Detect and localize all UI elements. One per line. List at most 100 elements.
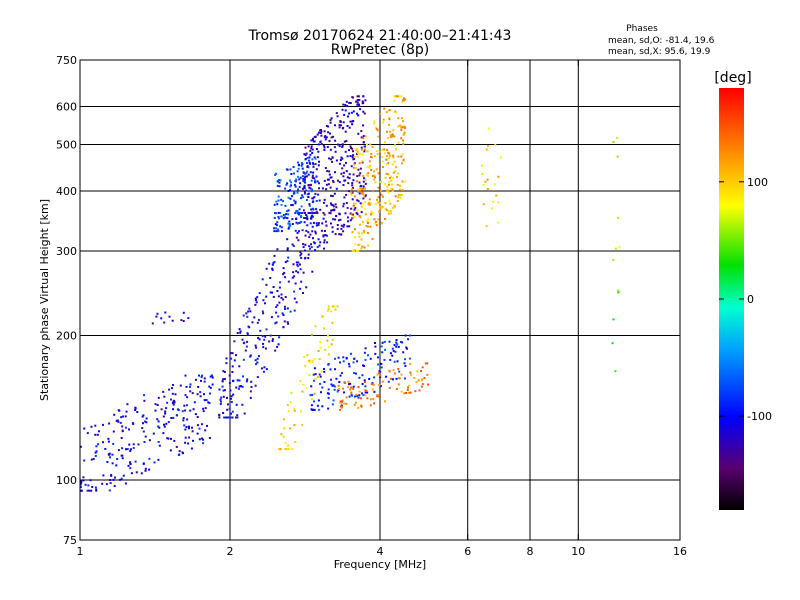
scatter-point [362,95,365,98]
scatter-point [341,399,344,402]
scatter-point [379,370,382,373]
scatter-point [310,243,312,246]
scatter-point [494,143,497,146]
scatter-point [122,474,125,477]
scatter-point [323,241,326,244]
scatter-point [416,370,419,373]
scatter-point [282,435,285,438]
scatter-point [373,120,376,123]
scatter-point [284,261,287,264]
scatter-point [327,183,330,186]
scatter-point [241,403,244,406]
scatter-point [297,167,300,170]
scatter-point [277,199,280,202]
scatter-point [380,362,383,365]
scatter-point [285,210,288,213]
scatter-point [311,158,314,161]
scatter-point [327,125,330,128]
scatter-point [165,407,168,410]
scatter-point [255,346,258,349]
scatter-point [409,391,412,394]
scatter-point [156,418,159,421]
scatter-point [300,214,303,217]
scatter-point [349,120,352,123]
scatter-point [141,427,144,430]
scatter-point [395,341,398,344]
scatter-point [297,175,299,178]
scatter-point [344,130,347,133]
scatter-point [369,357,372,360]
scatter-point [401,188,404,191]
scatter-point [379,374,382,377]
scatter-point [354,243,357,246]
scatter-point [308,203,311,206]
scatter-point [306,162,308,164]
scatter-point [255,363,257,366]
scatter-point [310,190,313,193]
scatter-point [325,125,328,127]
scatter-point [298,163,300,166]
scatter-point [389,352,392,355]
scatter-point [393,95,396,98]
scatter-point [225,416,228,419]
scatter-point [301,167,304,170]
scatter-point [377,363,379,366]
scatter-point [305,214,308,216]
scatter-point [300,257,303,259]
scatter-point [193,401,196,404]
scatter-point [223,371,226,373]
scatter-point [346,225,349,228]
scatter-point [343,402,346,405]
scatter-point [402,158,405,161]
scatter-point [262,312,265,315]
scatter-point [298,178,301,181]
scatter-point [392,156,395,159]
x-tick-labels: 1 2 4 6 8 10 16 [77,545,688,558]
scatter-point [130,472,133,475]
scatter-point [162,390,165,393]
scatter-point [144,467,147,470]
scatter-point [304,212,306,214]
scatter-point [271,268,274,271]
scatter-point [358,223,361,226]
scatter-point [314,325,317,328]
scatter-point [106,461,109,463]
scatter-point [356,209,359,212]
scatter-point [388,180,391,183]
scatter-point [293,192,296,195]
scatter-point [402,120,404,123]
scatter-point [308,245,311,248]
scatter-point [318,131,320,134]
scatter-point [393,360,396,363]
scatter-point [107,437,110,440]
scatter-point [316,180,319,183]
scatter-point [397,117,400,120]
scatter-point [288,448,290,451]
scatter-point [192,408,195,411]
scatter-point [340,172,343,175]
scatter-point [296,170,299,173]
scatter-point [611,342,614,345]
scatter-point [342,175,345,178]
scatter-point [292,263,295,266]
scatter-point [293,297,296,300]
scatter-point [271,291,274,294]
scatter-point [196,393,199,396]
colorbar-tick-label: 0 [747,293,754,306]
scatter-point [305,189,308,192]
scatter-point [95,489,98,492]
scatter-point [374,126,377,129]
scatter-point [318,373,321,376]
scatter-point [355,212,358,214]
scatter-point [102,441,104,444]
scatter-point [120,477,123,480]
scatter-point [372,212,374,215]
scatter-point [117,420,120,423]
scatter-point [245,380,248,383]
scatter-point [246,332,249,335]
scatter-point [305,172,308,175]
scatter-point [255,301,258,304]
scatter-point [287,280,290,283]
scatter-point [303,221,306,224]
scatter-point [398,188,401,191]
